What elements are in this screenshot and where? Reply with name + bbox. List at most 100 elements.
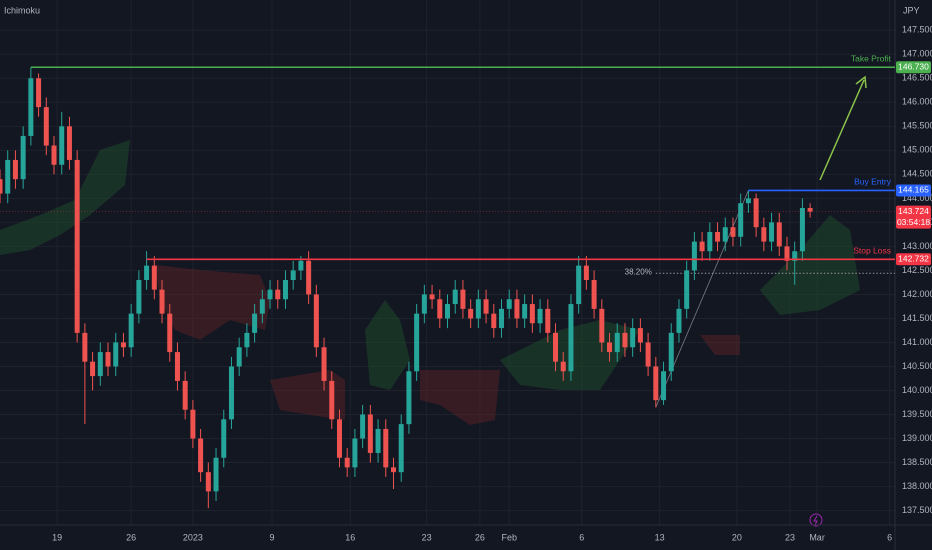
- candle-body: [151, 265, 157, 290]
- candle-body: [645, 342, 651, 367]
- candle-body: [159, 289, 165, 314]
- y-tick-label: 139.500: [902, 409, 932, 419]
- x-tick-label: 6: [579, 532, 584, 542]
- candle-body: [221, 419, 227, 458]
- level-name: Stop Loss: [853, 246, 891, 256]
- candle-body: [167, 313, 173, 353]
- candle-body: [661, 371, 667, 401]
- candle-body: [607, 342, 613, 353]
- candle-body: [398, 424, 404, 473]
- candle-body: [537, 308, 543, 324]
- x-tick-label: 26: [126, 532, 136, 542]
- cloud-bear: [270, 370, 345, 420]
- candle-body: [282, 280, 288, 300]
- candle-body: [776, 222, 782, 247]
- price-tag-label: 142.732: [898, 254, 929, 264]
- alert-icon[interactable]: [809, 513, 823, 527]
- candle-body: [599, 308, 605, 343]
- candle-body: [205, 472, 211, 492]
- countdown-label: 03:54:18: [897, 217, 930, 227]
- candle-body: [329, 380, 335, 420]
- y-tick-label: 144.500: [902, 169, 932, 179]
- candle-body: [529, 304, 535, 324]
- candle-body: [745, 198, 751, 204]
- x-tick-label: 26: [475, 532, 485, 542]
- x-tick-label: 16: [345, 532, 355, 542]
- cloud-bull: [0, 140, 130, 255]
- candle-body: [82, 332, 88, 362]
- y-tick-label: 145.500: [902, 121, 932, 131]
- candle-body: [421, 294, 427, 314]
- y-tick-label: 140.000: [902, 385, 932, 395]
- candle-body: [468, 308, 474, 319]
- y-tick-label: 142.000: [902, 289, 932, 299]
- candle-body: [313, 294, 319, 348]
- x-tick-label: 13: [655, 532, 665, 542]
- level-name: Buy Entry: [854, 177, 892, 187]
- candle-body: [360, 414, 366, 439]
- candle-body: [74, 159, 80, 333]
- y-tick-label: 140.500: [902, 361, 932, 371]
- candle-body: [753, 198, 759, 228]
- y-tick-label: 145.000: [902, 145, 932, 155]
- price-tag-label: 144.165: [898, 185, 929, 195]
- candle-body: [290, 270, 296, 281]
- price-tag-label: 143.724: [898, 206, 929, 216]
- candle-body: [483, 299, 489, 314]
- candle-body: [344, 457, 350, 468]
- candle-body: [90, 361, 96, 377]
- candle-body: [144, 265, 150, 281]
- candle-body: [198, 438, 204, 473]
- candle-body: [59, 126, 65, 165]
- candle-body: [475, 299, 481, 319]
- y-tick-label: 144.000: [902, 193, 932, 203]
- candle-body: [136, 280, 142, 314]
- candle-body: [506, 299, 512, 309]
- candle-body: [20, 135, 26, 180]
- candle-body: [306, 260, 312, 295]
- candle-body: [321, 347, 327, 381]
- candle-body: [699, 241, 705, 252]
- candle-body: [182, 380, 188, 410]
- x-tick-label: 23: [422, 532, 432, 542]
- arrow: [819, 79, 865, 181]
- candle-body: [267, 289, 273, 300]
- y-tick-label: 138.500: [902, 457, 932, 467]
- candle-body: [252, 313, 258, 333]
- candle-body: [43, 107, 49, 146]
- candle-body: [576, 265, 582, 305]
- candle-body: [807, 207, 813, 212]
- candle-body: [259, 299, 265, 314]
- candle-body: [715, 231, 721, 242]
- candle-body: [128, 313, 134, 348]
- candle-body: [591, 280, 597, 309]
- cloud-bull: [365, 300, 410, 390]
- candle-body: [298, 260, 304, 271]
- candle-body: [28, 78, 34, 136]
- candle-body: [684, 270, 690, 309]
- x-tick-label: 20: [732, 532, 742, 542]
- candle-body: [190, 409, 196, 439]
- candle-body: [97, 352, 103, 377]
- candle-body: [707, 231, 713, 252]
- candle-body: [769, 222, 775, 242]
- y-tick-label: 147.500: [902, 25, 932, 35]
- candle-body: [275, 289, 281, 300]
- candle-body: [545, 308, 551, 333]
- candle-body: [367, 414, 373, 453]
- candle-body: [637, 328, 643, 343]
- candle-body: [560, 361, 566, 372]
- candle-body: [228, 366, 234, 420]
- y-tick-label: 143.000: [902, 241, 932, 251]
- price-tag: [896, 184, 931, 197]
- candle-body: [784, 246, 790, 261]
- candle-body: [429, 294, 435, 300]
- candle-body: [676, 308, 682, 333]
- candle-body: [568, 304, 574, 372]
- candle-body: [622, 332, 628, 348]
- cloud-bear: [155, 265, 270, 340]
- candle-body: [653, 366, 659, 401]
- candle-body: [730, 227, 736, 237]
- candle-body: [722, 227, 728, 242]
